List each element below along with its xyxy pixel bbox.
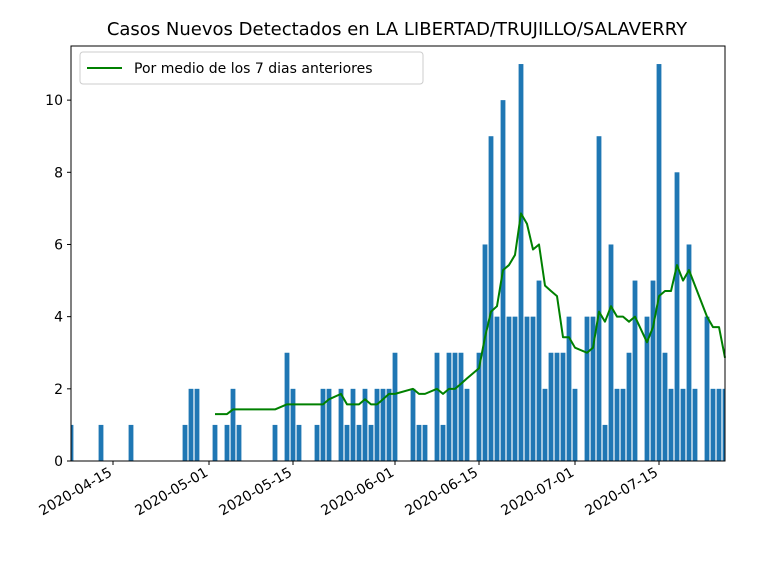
bar xyxy=(386,388,392,461)
bar xyxy=(350,388,356,461)
y-tick-label: 0 xyxy=(54,454,63,470)
bar xyxy=(530,316,536,461)
plot-frame xyxy=(70,45,726,462)
bar xyxy=(296,424,302,461)
bar xyxy=(608,244,614,461)
bar xyxy=(482,244,488,461)
bar xyxy=(602,424,608,461)
chart-title: Casos Nuevos Detectados en LA LIBERTAD/T… xyxy=(107,19,688,40)
bar xyxy=(212,424,218,461)
y-tick-label: 2 xyxy=(54,382,63,398)
bar xyxy=(590,316,596,461)
bar xyxy=(452,352,458,461)
bars-layer xyxy=(71,64,725,462)
bar xyxy=(380,388,386,461)
bar xyxy=(596,136,602,461)
bar xyxy=(572,388,578,461)
bar xyxy=(224,424,230,461)
bar xyxy=(680,388,686,461)
bar xyxy=(194,388,200,461)
bar xyxy=(71,424,74,461)
bar xyxy=(182,424,188,461)
bar xyxy=(368,424,374,461)
bar xyxy=(374,388,380,461)
bar xyxy=(434,352,440,461)
bar xyxy=(584,316,590,461)
legend: Por medio de los 7 dias anteriores xyxy=(79,51,424,85)
bar xyxy=(518,64,524,461)
bar xyxy=(650,280,656,461)
bar xyxy=(716,388,722,461)
bar xyxy=(686,244,692,461)
bar xyxy=(440,424,446,461)
bar xyxy=(392,352,398,461)
legend-label: Por medio de los 7 dias anteriores xyxy=(134,61,373,77)
bar xyxy=(272,424,278,461)
y-tick-label: 6 xyxy=(54,237,63,253)
line-layer xyxy=(215,212,726,416)
bar xyxy=(416,424,422,461)
bar xyxy=(326,388,332,461)
bar xyxy=(662,352,668,461)
bar xyxy=(656,64,662,461)
y-tick-label: 4 xyxy=(54,310,63,326)
bar xyxy=(290,388,296,461)
bar xyxy=(362,388,368,461)
bar xyxy=(494,316,500,461)
bar xyxy=(458,352,464,461)
bar xyxy=(506,316,512,461)
bar xyxy=(614,388,620,461)
bar xyxy=(464,388,470,461)
bar xyxy=(236,424,242,461)
bar xyxy=(668,388,674,461)
bar xyxy=(284,352,290,461)
bar xyxy=(632,280,638,461)
bar xyxy=(620,388,626,461)
y-tick-label: 8 xyxy=(54,165,63,181)
bar xyxy=(410,388,416,461)
bar xyxy=(524,316,530,461)
bar xyxy=(446,352,452,461)
bar xyxy=(644,316,650,461)
bar xyxy=(422,424,428,461)
bar xyxy=(626,352,632,461)
bar xyxy=(230,388,236,461)
bar xyxy=(722,388,725,461)
bar xyxy=(128,424,134,461)
y-tick-label: 10 xyxy=(45,93,63,109)
bar xyxy=(338,388,344,461)
bar xyxy=(554,352,560,461)
bar xyxy=(344,424,350,461)
bar xyxy=(536,280,542,461)
bar xyxy=(674,172,680,462)
bar xyxy=(188,388,194,461)
bar xyxy=(542,388,548,461)
bar xyxy=(98,424,104,461)
bar xyxy=(692,388,698,461)
legend-box xyxy=(79,51,424,85)
bar xyxy=(704,316,710,461)
bar xyxy=(500,100,506,461)
bar xyxy=(488,136,494,461)
bar xyxy=(314,424,320,461)
bar xyxy=(356,424,362,461)
bar xyxy=(476,352,482,461)
bar xyxy=(512,316,518,461)
bar xyxy=(548,352,554,461)
bar xyxy=(560,352,566,461)
bar xyxy=(710,388,716,461)
series-line xyxy=(215,212,726,416)
bar xyxy=(320,388,326,461)
bar xyxy=(566,316,572,461)
